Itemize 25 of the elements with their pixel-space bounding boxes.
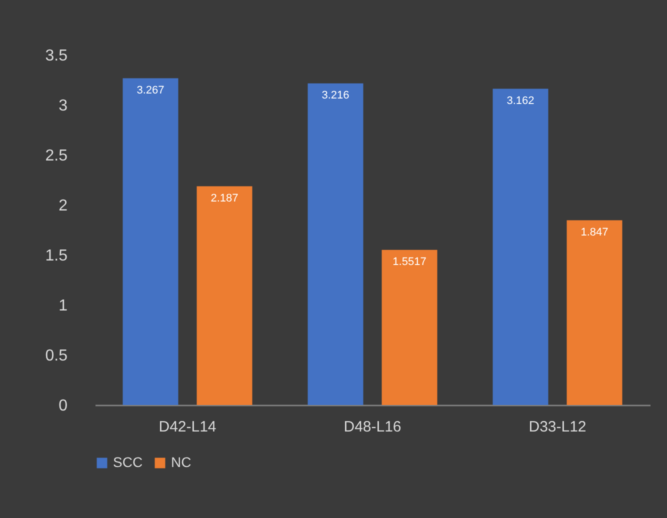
data-label: 1.5517 [392, 256, 426, 268]
data-label: 2.187 [210, 192, 238, 204]
x-tick-label: D33-L12 [528, 418, 586, 436]
legend-label: SCC [113, 454, 143, 470]
y-tick-label: 0 [58, 398, 68, 414]
legend-label: NC [171, 454, 192, 470]
x-tick-label: D42-L14 [158, 418, 216, 436]
bar [196, 186, 252, 405]
y-tick-label: 1 [58, 298, 68, 314]
y-tick-label: 3 [58, 98, 68, 114]
bar [566, 220, 622, 405]
data-label: 1.847 [580, 226, 608, 238]
x-tick-label: D48-L16 [344, 418, 402, 436]
data-label: 3.267 [136, 84, 164, 96]
bar [382, 250, 438, 405]
bar [122, 78, 178, 405]
y-tick-label: 2.5 [45, 148, 68, 164]
data-label: 3.162 [506, 94, 534, 107]
y-tick-label: 2 [58, 198, 68, 214]
y-tick-label: 1.5 [45, 248, 68, 264]
data-label: 3.216 [322, 89, 350, 102]
bar [492, 88, 548, 405]
y-tick-label: 0.5 [45, 348, 68, 364]
bar [308, 83, 364, 405]
y-tick-label: 3.5 [45, 48, 68, 64]
